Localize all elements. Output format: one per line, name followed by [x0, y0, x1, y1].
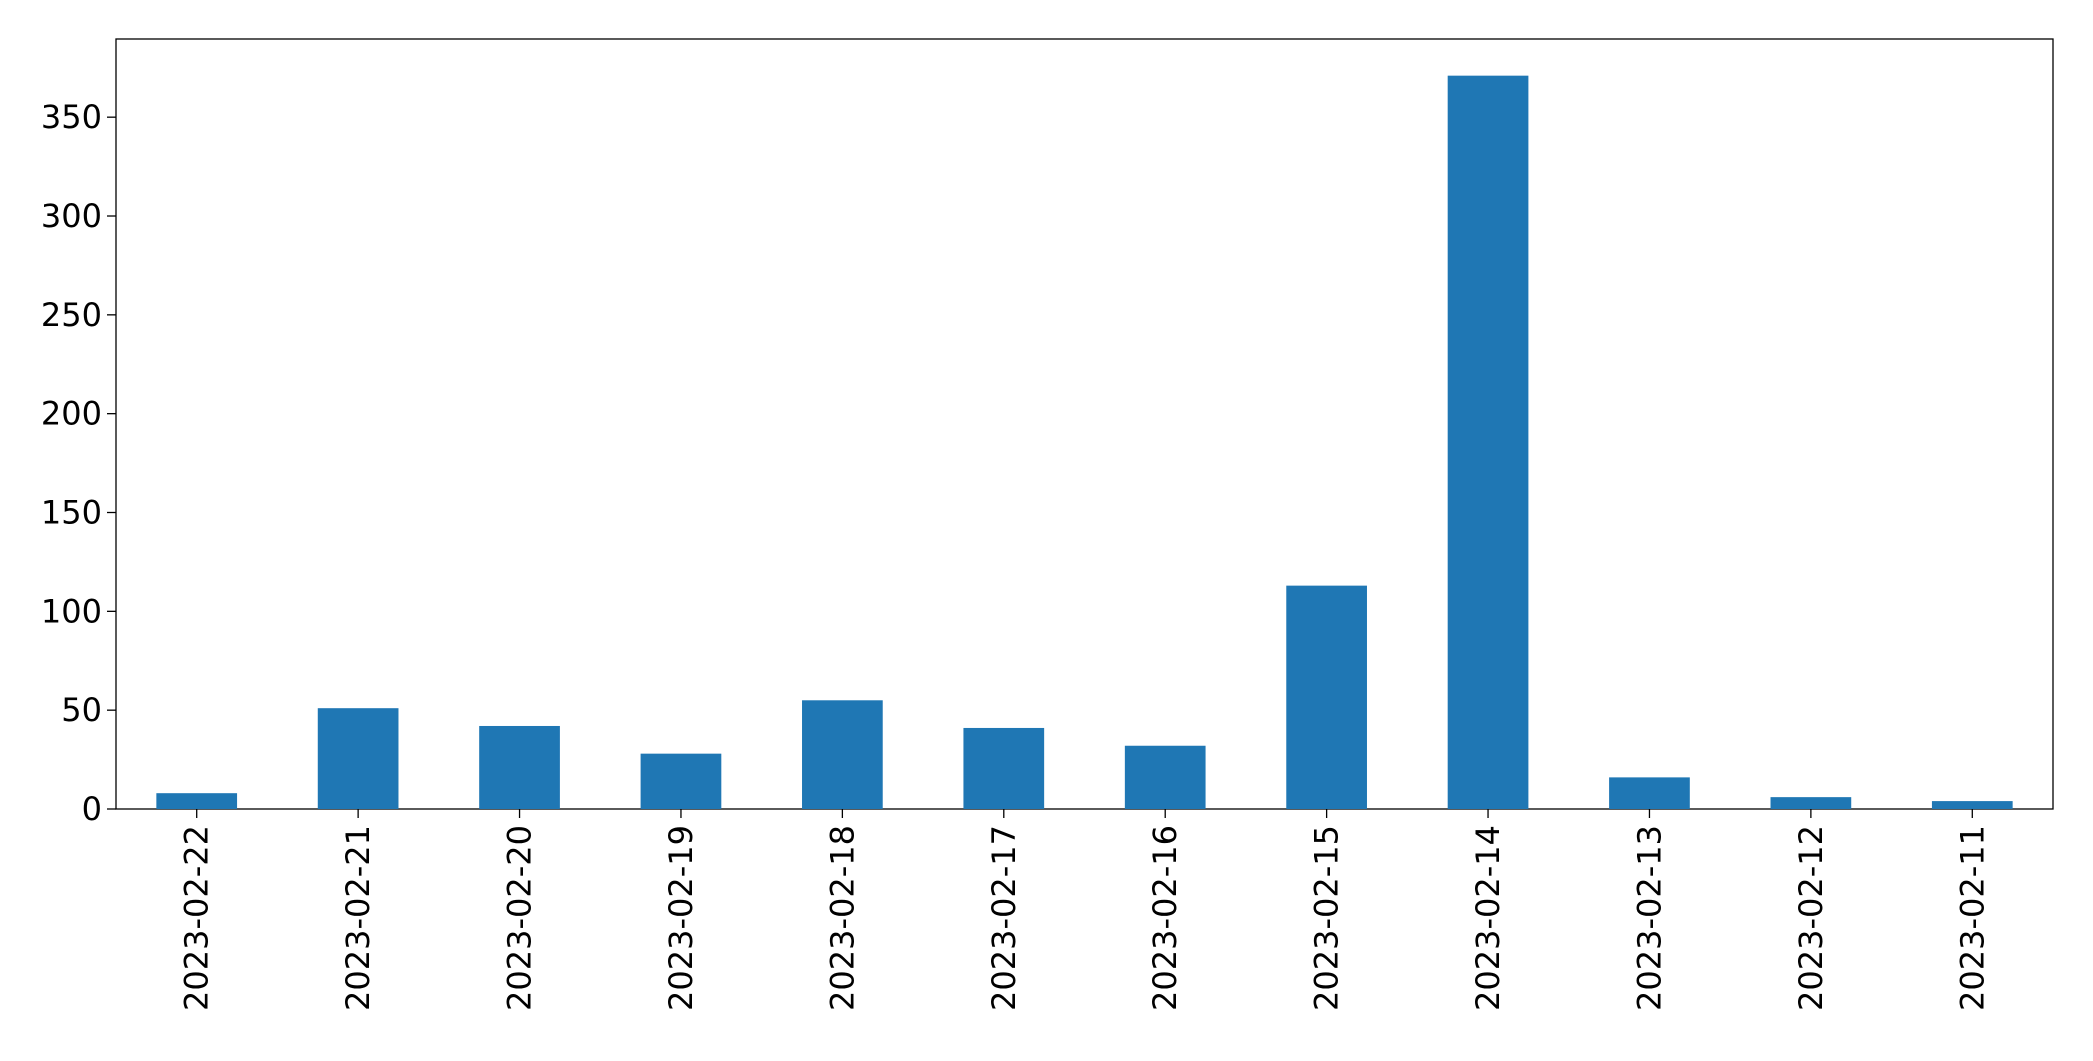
- x-tick-label: 2023-02-21: [339, 825, 377, 1011]
- x-tick-label: 2023-02-11: [1953, 825, 1991, 1011]
- x-tick-label: 2023-02-16: [1146, 825, 1184, 1011]
- y-tick-label: 100: [41, 592, 102, 630]
- bar: [640, 753, 722, 809]
- y-tick-label: 250: [41, 296, 102, 334]
- bar: [963, 727, 1045, 809]
- bar: [1770, 797, 1852, 809]
- bar: [317, 708, 399, 809]
- axes-frame: [115, 38, 2054, 810]
- bar: [1609, 777, 1690, 809]
- bar: [156, 793, 238, 809]
- x-tick-label: 2023-02-19: [662, 825, 700, 1011]
- bar: [1931, 801, 2013, 809]
- bar: [1286, 585, 1367, 809]
- x-tick-label: 2023-02-13: [1630, 825, 1668, 1011]
- y-tick-label: 200: [41, 395, 102, 433]
- x-tick-label: 2023-02-17: [985, 825, 1023, 1011]
- y-tick-label: 50: [61, 691, 102, 729]
- x-tick-label: 2023-02-18: [823, 825, 861, 1011]
- y-tick-label: 0: [82, 790, 102, 828]
- x-tick-label: 2023-02-14: [1469, 825, 1507, 1011]
- y-tick-label: 300: [41, 197, 102, 235]
- x-tick-label: 2023-02-12: [1792, 825, 1830, 1011]
- bar: [479, 725, 560, 809]
- x-tick-label: 2023-02-20: [501, 825, 539, 1011]
- y-tick-label: 350: [41, 98, 102, 136]
- bar: [1124, 745, 1206, 809]
- y-tick-label: 150: [41, 494, 102, 532]
- x-tick-label: 2023-02-15: [1308, 825, 1346, 1011]
- bar: [802, 700, 883, 809]
- x-tick-label: 2023-02-22: [178, 825, 216, 1011]
- bar: [1447, 75, 1529, 809]
